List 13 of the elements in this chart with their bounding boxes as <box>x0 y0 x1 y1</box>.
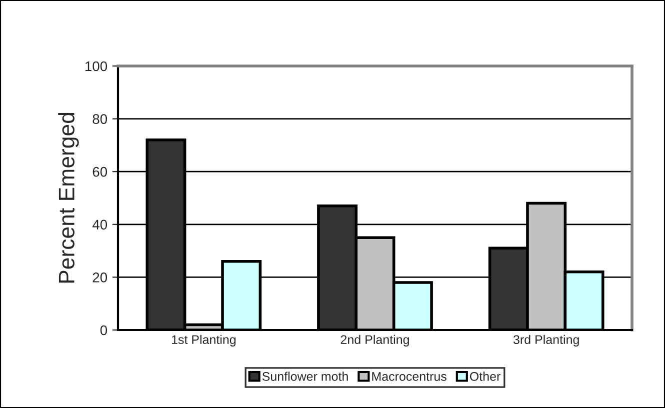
y-tick-label: 80 <box>92 114 108 124</box>
legend-label: Sunflower moth <box>262 372 348 381</box>
y-tick-label: 0 <box>100 325 108 336</box>
legend-label: Other <box>470 372 500 381</box>
y-tick-label: 40 <box>92 220 108 230</box>
x-tick-label: 3rd Planting <box>513 334 579 347</box>
legend-label: Macrocentrus <box>372 372 446 381</box>
y-tick-label: 100 <box>85 61 108 72</box>
y-axis-title: Percent Emerged <box>58 112 79 283</box>
y-tick-label: 60 <box>92 166 108 177</box>
x-tick-label: 1st Planting <box>172 334 236 347</box>
y-tick-label: 20 <box>92 272 108 282</box>
x-tick-label: 2nd Planting <box>340 334 409 347</box>
